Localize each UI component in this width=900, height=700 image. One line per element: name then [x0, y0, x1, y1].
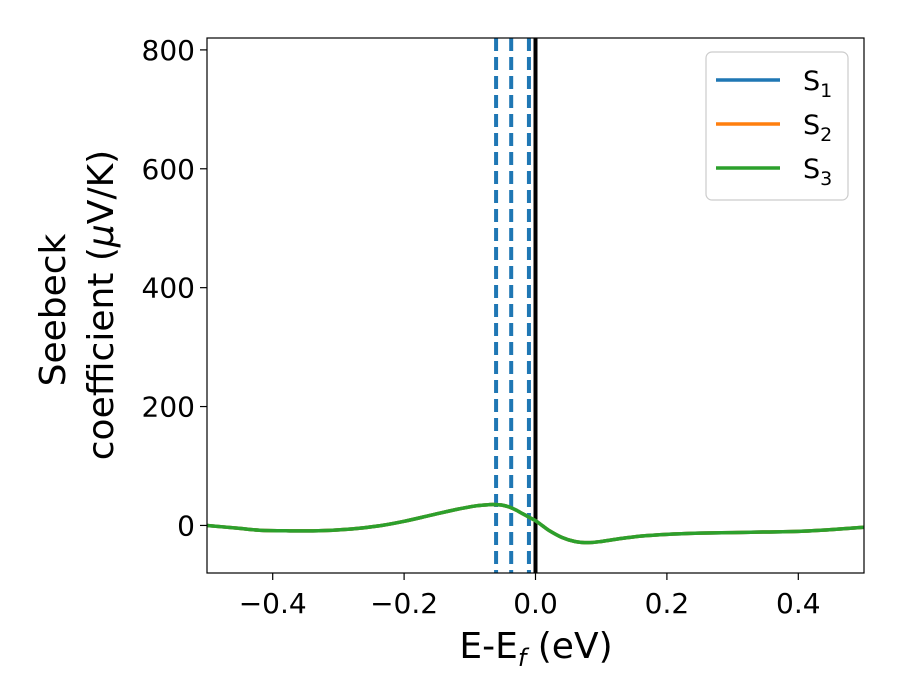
x-tick-label: 0.2	[645, 587, 690, 620]
series-line-s3	[207, 502, 864, 545]
y-tick-label: 200	[142, 391, 195, 424]
x-tick-label: 0.0	[513, 587, 558, 620]
y-tick-label: 400	[142, 272, 195, 305]
y-tick-label: 600	[142, 153, 195, 186]
x-tick-label: −0.2	[370, 587, 438, 620]
x-axis-label-base: E-E	[459, 626, 517, 667]
x-axis: −0.4 −0.2 0.0 0.2 0.4	[239, 573, 821, 620]
legend-label-s3: S3	[803, 154, 832, 190]
x-tick-label: −0.4	[239, 587, 307, 620]
legend: S1 S2 S3	[705, 51, 849, 201]
legend-box	[705, 51, 849, 201]
y-tick-label: 800	[142, 34, 195, 67]
x-axis-label-unit: (eV)	[526, 626, 612, 667]
y-axis-label-line1: Seebeck	[33, 233, 74, 386]
y-axis-label-line2: coefficient (μV/K)	[81, 150, 122, 460]
plot-marks	[207, 38, 864, 573]
y-tick-label: 0	[177, 509, 195, 542]
legend-label-s2: S2	[803, 110, 832, 146]
x-tick-label: 0.4	[776, 587, 821, 620]
y-axis: 0 200 400 600 800	[142, 34, 207, 542]
legend-label-s1: S1	[803, 66, 832, 102]
x-axis-label: E-Ef (eV)	[459, 626, 612, 672]
y-axis-label-mu: μ	[81, 224, 122, 248]
